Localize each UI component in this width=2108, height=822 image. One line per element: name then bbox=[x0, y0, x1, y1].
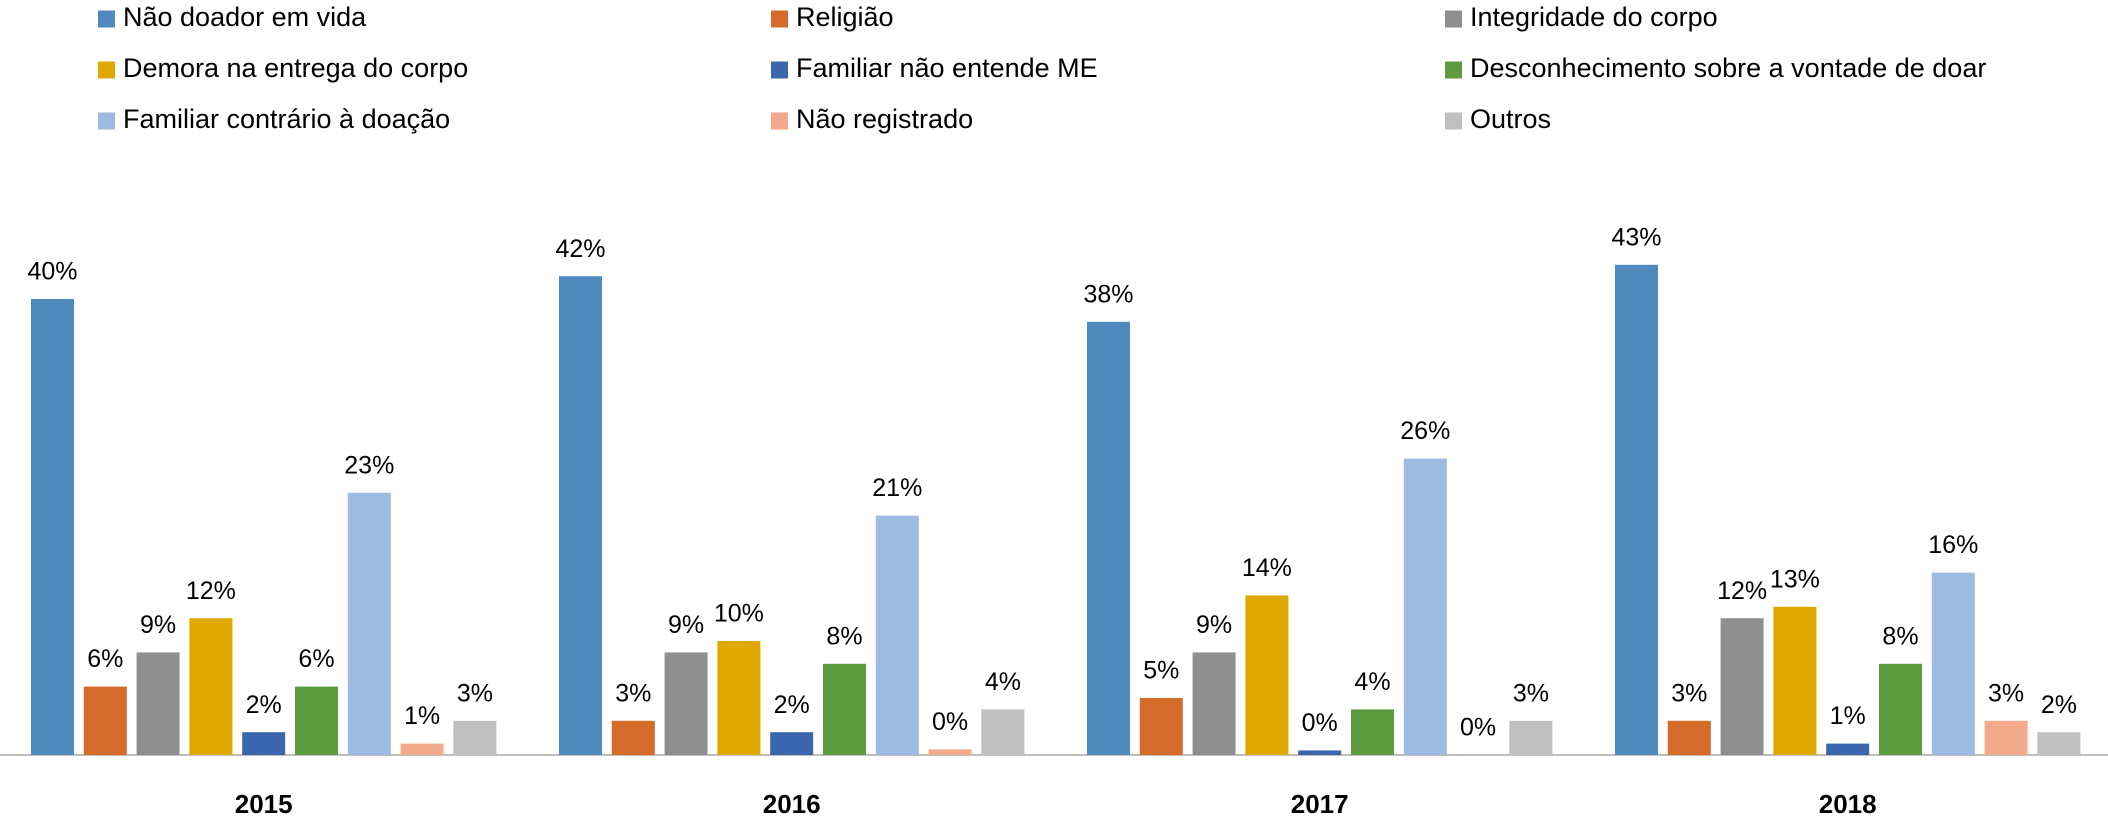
legend-label: Demora na entrega do corpo bbox=[123, 53, 468, 83]
legend-swatch bbox=[1445, 10, 1462, 28]
data-label: 16% bbox=[1928, 531, 1978, 559]
data-label: 6% bbox=[87, 645, 123, 673]
legend-swatch bbox=[771, 61, 788, 79]
data-label: 12% bbox=[186, 577, 236, 605]
data-label: 8% bbox=[826, 622, 862, 650]
bar bbox=[1245, 595, 1289, 755]
data-label: 26% bbox=[1400, 417, 1450, 445]
bar bbox=[31, 299, 74, 755]
bar bbox=[1403, 458, 1447, 755]
bar bbox=[981, 709, 1025, 755]
bar bbox=[1192, 652, 1236, 755]
bar bbox=[770, 732, 814, 755]
legend-swatch bbox=[98, 61, 115, 79]
bar bbox=[295, 686, 338, 755]
bar bbox=[1931, 572, 1975, 755]
data-label: 3% bbox=[1513, 679, 1549, 707]
bar bbox=[1087, 321, 1130, 755]
legend-swatch bbox=[771, 112, 788, 130]
bar bbox=[1139, 698, 1183, 755]
data-label: 2% bbox=[2041, 691, 2077, 719]
x-tick-label: 2017 bbox=[1291, 789, 1349, 819]
data-label: 3% bbox=[1988, 679, 2024, 707]
data-label: 42% bbox=[555, 235, 605, 263]
bar bbox=[664, 652, 708, 755]
legend-swatch bbox=[1445, 112, 1462, 130]
legend-swatch bbox=[771, 10, 788, 28]
x-tick-label: 2015 bbox=[235, 789, 293, 819]
data-label: 5% bbox=[1143, 657, 1179, 685]
legend-label: Outros bbox=[1470, 104, 1551, 134]
bar bbox=[83, 686, 127, 755]
data-label: 9% bbox=[140, 611, 176, 639]
bar bbox=[400, 743, 444, 755]
data-label: 0% bbox=[1460, 714, 1496, 742]
legend-swatch bbox=[98, 112, 115, 130]
data-label: 3% bbox=[457, 679, 493, 707]
bar bbox=[453, 720, 497, 755]
bar bbox=[823, 663, 866, 755]
data-label: 14% bbox=[1242, 554, 1292, 582]
data-label: 9% bbox=[668, 611, 704, 639]
data-label: 3% bbox=[615, 679, 651, 707]
bar bbox=[347, 492, 391, 755]
legend-label: Religião bbox=[796, 2, 894, 32]
legend-label: Não registrado bbox=[796, 104, 973, 134]
x-tick-label: 2018 bbox=[1819, 789, 1877, 819]
data-label: 21% bbox=[872, 474, 922, 502]
legend-swatch bbox=[1445, 61, 1462, 79]
data-label: 12% bbox=[1717, 577, 1767, 605]
data-label: 9% bbox=[1196, 611, 1232, 639]
legend-label: Familiar contrário à doação bbox=[123, 104, 450, 134]
x-tick-label: 2016 bbox=[763, 789, 821, 819]
bar bbox=[717, 641, 761, 755]
data-label: 4% bbox=[985, 668, 1021, 696]
data-label: 3% bbox=[1671, 679, 1707, 707]
bar bbox=[1509, 720, 1553, 755]
bar bbox=[1351, 709, 1394, 755]
data-label: 38% bbox=[1083, 280, 1133, 308]
data-label: 6% bbox=[298, 645, 334, 673]
data-label: 0% bbox=[932, 708, 968, 736]
bar bbox=[1298, 750, 1342, 755]
legend-label: Integridade do corpo bbox=[1470, 2, 1718, 32]
bar bbox=[2037, 732, 2081, 755]
bar bbox=[1667, 720, 1711, 755]
legend-swatch bbox=[98, 10, 115, 28]
bar bbox=[875, 515, 919, 755]
bar bbox=[928, 749, 972, 755]
data-label: 43% bbox=[1611, 223, 1661, 251]
bar bbox=[242, 732, 286, 755]
bar bbox=[136, 652, 180, 755]
data-label: 23% bbox=[344, 451, 394, 479]
data-label: 0% bbox=[1302, 709, 1338, 737]
data-label: 40% bbox=[27, 258, 77, 286]
bar bbox=[1773, 606, 1817, 755]
bar bbox=[1615, 264, 1658, 755]
data-label: 8% bbox=[1882, 622, 1918, 650]
data-label: 2% bbox=[246, 691, 282, 719]
bar bbox=[611, 720, 655, 755]
bar bbox=[1720, 618, 1764, 755]
bar bbox=[189, 618, 233, 755]
data-label: 1% bbox=[404, 702, 440, 730]
legend-label: Desconhecimento sobre a vontade de doar bbox=[1470, 53, 1986, 83]
bar bbox=[1826, 743, 1870, 755]
legend-label: Familiar não entende ME bbox=[796, 53, 1098, 83]
data-label: 10% bbox=[714, 600, 764, 628]
bar bbox=[1984, 720, 2028, 755]
data-label: 4% bbox=[1354, 668, 1390, 696]
data-label: 13% bbox=[1770, 565, 1820, 593]
bar bbox=[559, 276, 602, 755]
data-label: 2% bbox=[774, 691, 810, 719]
legend-label: Não doador em vida bbox=[123, 2, 367, 32]
bar bbox=[1879, 663, 1922, 755]
data-label: 1% bbox=[1830, 702, 1866, 730]
